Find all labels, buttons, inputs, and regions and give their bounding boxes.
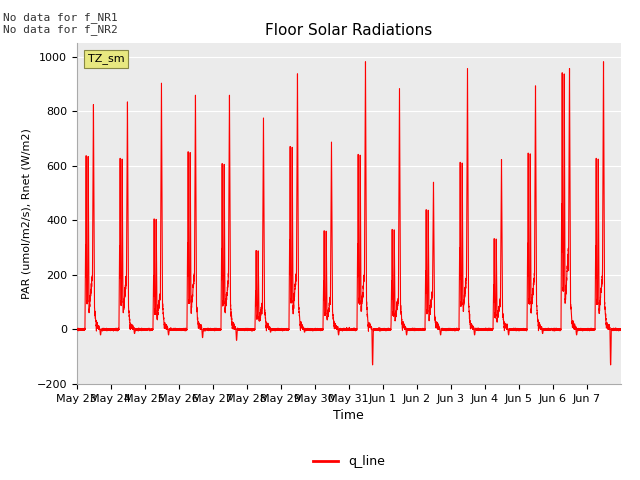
Text: TZ_sm: TZ_sm	[88, 53, 124, 64]
Title: Floor Solar Radiations: Floor Solar Radiations	[265, 23, 433, 38]
Text: No data for f_NR1
No data for f_NR2: No data for f_NR1 No data for f_NR2	[3, 12, 118, 36]
X-axis label: Time: Time	[333, 409, 364, 422]
Legend: q_line: q_line	[308, 450, 390, 473]
Y-axis label: PAR (umol/m2/s), Rnet (W/m2): PAR (umol/m2/s), Rnet (W/m2)	[21, 128, 31, 299]
